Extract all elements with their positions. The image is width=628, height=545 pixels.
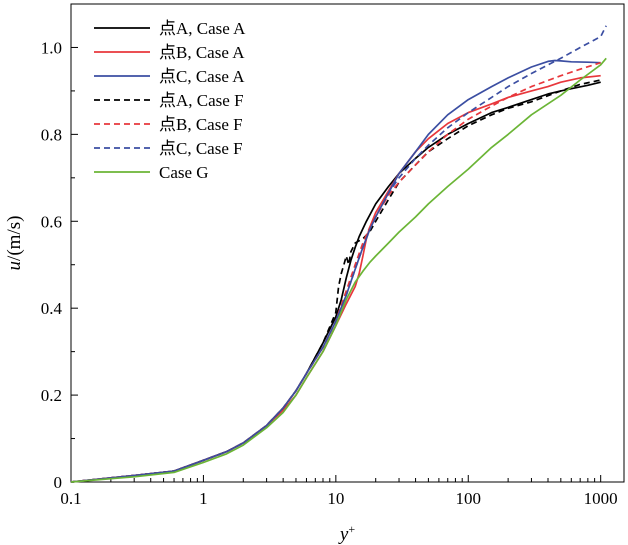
legend-label: 点A, Case A	[159, 19, 246, 38]
series-line	[70, 74, 601, 483]
x-axis-label-base: y	[338, 524, 349, 545]
legend-label: Case G	[159, 163, 209, 182]
legend-label: 点C, Case F	[159, 139, 243, 158]
y-axis-label-var: u	[4, 261, 25, 271]
legend-label: 点C, Case A	[159, 67, 245, 86]
series-line	[70, 81, 601, 483]
series-line	[70, 79, 601, 483]
x-tick-label: 1	[199, 489, 208, 508]
x-tick-label: 0.1	[60, 489, 81, 508]
x-tick-label: 1000	[584, 489, 618, 508]
y-tick-label: 0.4	[41, 299, 63, 318]
legend-label: 点B, Case A	[159, 43, 245, 62]
series-line	[70, 57, 607, 483]
y-tick-label: 0.6	[41, 212, 62, 231]
legend-label: 点B, Case F	[159, 115, 243, 134]
series-line	[70, 25, 607, 483]
x-tick-label: 100	[456, 489, 482, 508]
x-tick-label: 10	[327, 489, 344, 508]
series-group	[70, 25, 607, 483]
x-axis-label: y+	[338, 522, 355, 545]
axis-ticks: 0.1 1 10 100 1000 0 0.2 0.4 0.6 0.8 1.0	[41, 3, 618, 508]
y-tick-label: 0	[54, 473, 63, 492]
y-axis-label-unit: /(m/s)	[4, 216, 25, 261]
legend: 点A, Case A 点B, Case A 点C, Case A 点A, Case F…	[94, 19, 246, 182]
legend-label: 点A, Case F	[159, 91, 244, 110]
y-tick-label: 0.8	[41, 125, 62, 144]
y-axis-label: u/(m/s)	[4, 216, 25, 271]
plot-frame	[70, 3, 625, 483]
x-axis-label-sup: +	[348, 522, 355, 536]
y-tick-label: 0.2	[41, 386, 62, 405]
series-line	[70, 61, 601, 483]
y-tick-label: 1.0	[41, 38, 62, 57]
